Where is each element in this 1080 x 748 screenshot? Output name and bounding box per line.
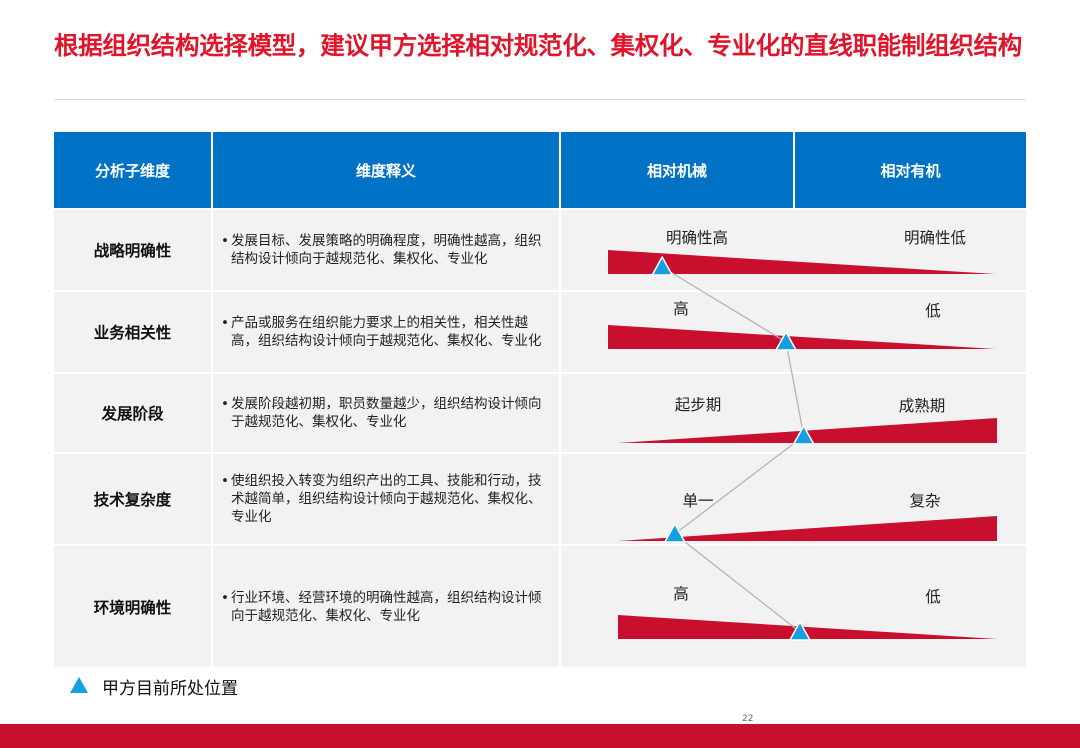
header-dimension: 分析子维度	[54, 132, 213, 209]
scale-right-label: 成熟期	[898, 397, 946, 415]
table-header-row: 分析子维度 维度释义 相对机械 相对有机	[54, 132, 1026, 209]
bullet-icon: •	[221, 233, 229, 249]
scale-left-label: 单一	[682, 492, 714, 510]
description-cell: • 行业环境、经营环境的明确性越高，组织结构设计倾向于越规范化、集权化、专业化	[212, 544, 561, 667]
triangle-marker-icon	[70, 676, 88, 693]
footer-bar	[0, 724, 1080, 748]
analysis-table: 分析子维度 维度释义 相对机械 相对有机 战略明确性 • 发展目标、发展策略的明确…	[54, 132, 1026, 667]
scale-cell	[560, 372, 1026, 453]
header-description: 维度释义	[212, 132, 561, 209]
header-mechanical: 相对机械	[560, 132, 795, 209]
description-cell: • 发展目标、发展策略的明确程度，明确性越高，组织结构设计倾向于越规范化、集权化、…	[212, 208, 561, 291]
page-number: 22	[742, 714, 754, 724]
bullet-icon: •	[221, 589, 229, 606]
scale-right-label: 复杂	[909, 492, 941, 510]
scale-cell	[560, 544, 1026, 667]
title-divider	[54, 99, 1026, 100]
legend-label: 甲方目前所处位置	[102, 679, 238, 699]
bullet-icon: •	[221, 396, 229, 412]
dimension-cell: 战略明确性	[54, 208, 213, 291]
scale-left-label: 高	[673, 585, 689, 603]
description-text: 使组织投入转变为组织产出的工具、技能和行动，技术越简单，组织结构设计倾向于越规范…	[231, 473, 542, 525]
scale-left-label: 明确性高	[665, 229, 729, 247]
dimension-cell: 技术复杂度	[54, 452, 213, 545]
dimension-cell: 业务相关性	[54, 290, 213, 373]
scale-cell	[560, 208, 1026, 291]
scale-left-label: 起步期	[674, 396, 722, 414]
description-cell: • 使组织投入转变为组织产出的工具、技能和行动，技术越简单，组织结构设计倾向于越规…	[212, 452, 561, 545]
bullet-icon: •	[221, 473, 229, 489]
table-row: 业务相关性 • 产品或服务在组织能力要求上的相关性，相关性越高，组织结构设计倾向于…	[54, 290, 1026, 373]
description-text: 产品或服务在组织能力要求上的相关性，相关性越高，组织结构设计倾向于越规范化、集权…	[231, 315, 542, 349]
description-text: 发展阶段越初期，职员数量越少，组织结构设计倾向于越规范化、集权化、专业化	[231, 396, 542, 430]
dimension-cell: 发展阶段	[54, 372, 213, 453]
description-cell: • 发展阶段越初期，职员数量越少，组织结构设计倾向于越规范化、集权化、专业化	[212, 372, 561, 453]
table-row: 战略明确性 • 发展目标、发展策略的明确程度，明确性越高，组织结构设计倾向于越规范…	[54, 208, 1026, 291]
scale-cell	[560, 290, 1026, 373]
scale-cell	[560, 452, 1026, 545]
legend: 甲方目前所处位置	[70, 674, 238, 699]
scale-left-label: 高	[673, 300, 689, 318]
table-row: 环境明确性 • 行业环境、经营环境的明确性越高，组织结构设计倾向于越规范化、集权化…	[54, 544, 1026, 667]
description-cell: • 产品或服务在组织能力要求上的相关性，相关性越高，组织结构设计倾向于越规范化、集…	[212, 290, 561, 373]
table-row: 技术复杂度 • 使组织投入转变为组织产出的工具、技能和行动，技术越简单，组织结构设…	[54, 452, 1026, 545]
scale-right-label: 低	[925, 588, 941, 606]
table-row: 发展阶段 • 发展阶段越初期，职员数量越少，组织结构设计倾向于越规范化、集权化、专…	[54, 372, 1026, 453]
page-title: 根据组织结构选择模型，建议甲方选择相对规范化、集权化、专业化的直线职能制组织结构	[54, 31, 1022, 60]
description-text: 发展目标、发展策略的明确程度，明确性越高，组织结构设计倾向于越规范化、集权化、专…	[231, 233, 542, 267]
scale-right-label: 明确性低	[903, 229, 967, 247]
bullet-icon: •	[221, 315, 229, 331]
scale-right-label: 低	[925, 302, 941, 320]
description-text: 行业环境、经营环境的明确性越高，组织结构设计倾向于越规范化、集权化、专业化	[231, 589, 542, 624]
dimension-cell: 环境明确性	[54, 544, 213, 667]
header-organic: 相对有机	[794, 132, 1026, 209]
